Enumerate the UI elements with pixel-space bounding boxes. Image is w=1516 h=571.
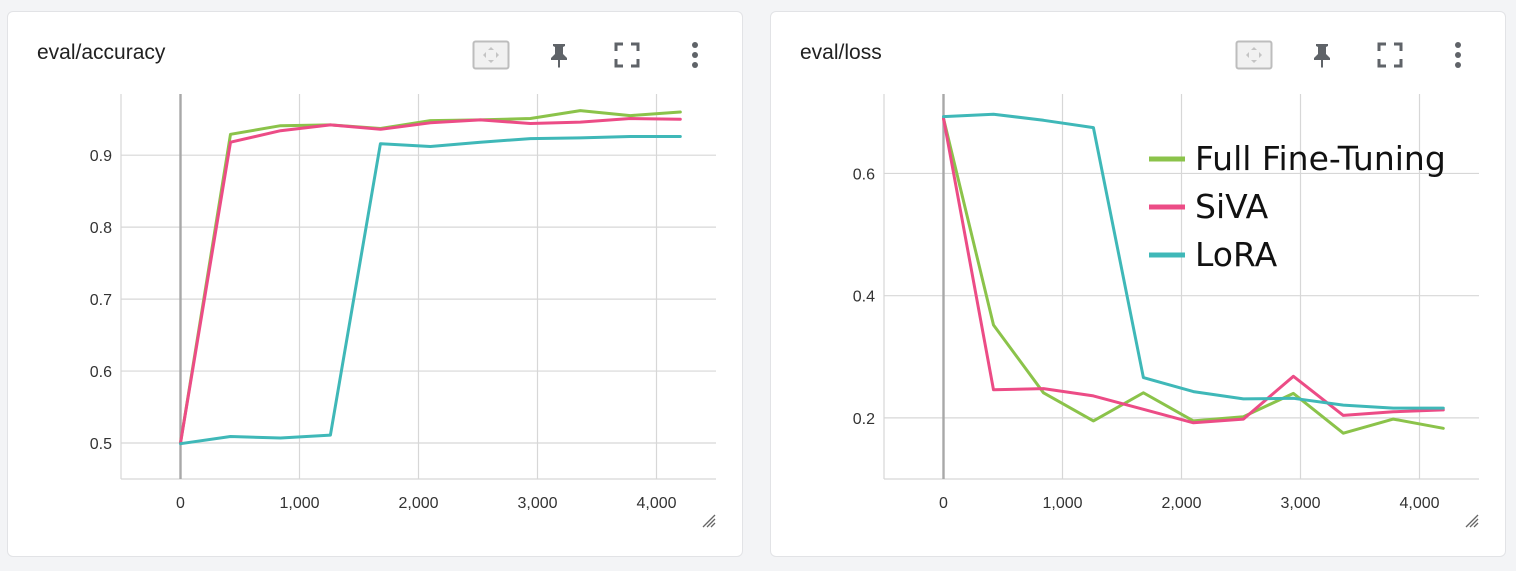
legend-label: Full Fine-Tuning [1195, 139, 1446, 178]
fullscreen-icon [614, 42, 640, 68]
card-eval-loss: eval/loss 0.2 0.4 0.6 0 1,000 2,000 3,0 [770, 11, 1506, 557]
x-tick-label: 2,000 [398, 495, 438, 512]
fit-domain-button[interactable] [472, 38, 510, 72]
pin-icon [1314, 44, 1330, 68]
fullscreen-button[interactable] [608, 38, 646, 72]
card-eval-accuracy: eval/accuracy 0.5 0.6 0.7 0.8 0.9 0 1,0 [7, 11, 743, 557]
card-toolbar [472, 38, 714, 72]
more-vert-icon [692, 42, 698, 68]
series-line-full-fine-tuning[interactable] [942, 116, 1445, 435]
x-tick-label: 2,000 [1161, 495, 1201, 512]
card-title: eval/accuracy [37, 41, 166, 64]
series-line-full-fine-tuning[interactable] [179, 109, 682, 445]
fit-domain-icon [472, 40, 510, 70]
resize-handle-icon[interactable] [702, 514, 716, 528]
card-toolbar [1235, 38, 1477, 72]
accuracy-chart[interactable]: 0.5 0.6 0.7 0.8 0.9 0 1,000 2,000 3,000 4,000 [8, 12, 742, 556]
x-tick-label: 1,000 [279, 495, 319, 512]
y-tick-label: 0.6 [853, 166, 875, 183]
pin-button[interactable] [1303, 38, 1341, 72]
x-tick-label: 1,000 [1042, 495, 1082, 512]
fit-domain-icon [1235, 40, 1273, 70]
loss-chart[interactable]: 0.2 0.4 0.6 0 1,000 2,000 3,000 4,000 Full Fine-… [771, 12, 1505, 556]
card-title: eval/loss [800, 41, 882, 64]
grid [883, 94, 1479, 480]
legend-label: LoRA [1195, 235, 1278, 274]
fit-domain-button[interactable] [1235, 38, 1273, 72]
series-line-lora[interactable] [179, 135, 682, 446]
y-tick-label: 0.6 [90, 364, 112, 381]
x-tick-label: 0 [176, 495, 185, 512]
resize-handle-icon[interactable] [1465, 514, 1479, 528]
y-tick-label: 0.9 [90, 148, 112, 165]
x-tick-label: 3,000 [517, 495, 557, 512]
series-line-lora[interactable] [942, 112, 1445, 410]
legend: Full Fine-Tuning SiVA LoRA [1149, 139, 1446, 274]
y-tick-label: 0.7 [90, 292, 112, 309]
y-tick-label: 0.8 [90, 220, 112, 237]
more-menu-button[interactable] [676, 38, 714, 72]
x-tick-label: 4,000 [1399, 495, 1439, 512]
y-tick-label: 0.5 [90, 436, 112, 453]
legend-label: SiVA [1195, 187, 1269, 226]
grid [120, 94, 716, 480]
series-line-siva[interactable] [942, 116, 1445, 425]
fullscreen-icon [1377, 42, 1403, 68]
fullscreen-button[interactable] [1371, 38, 1409, 72]
x-tick-label: 3,000 [1280, 495, 1320, 512]
pin-button[interactable] [540, 38, 578, 72]
x-tick-label: 0 [939, 495, 948, 512]
more-menu-button[interactable] [1439, 38, 1477, 72]
x-tick-label: 4,000 [636, 495, 676, 512]
more-vert-icon [1455, 42, 1461, 68]
pin-icon [551, 44, 567, 68]
series-line-siva[interactable] [179, 117, 682, 445]
y-tick-label: 0.4 [853, 289, 875, 306]
y-tick-label: 0.2 [853, 411, 875, 428]
